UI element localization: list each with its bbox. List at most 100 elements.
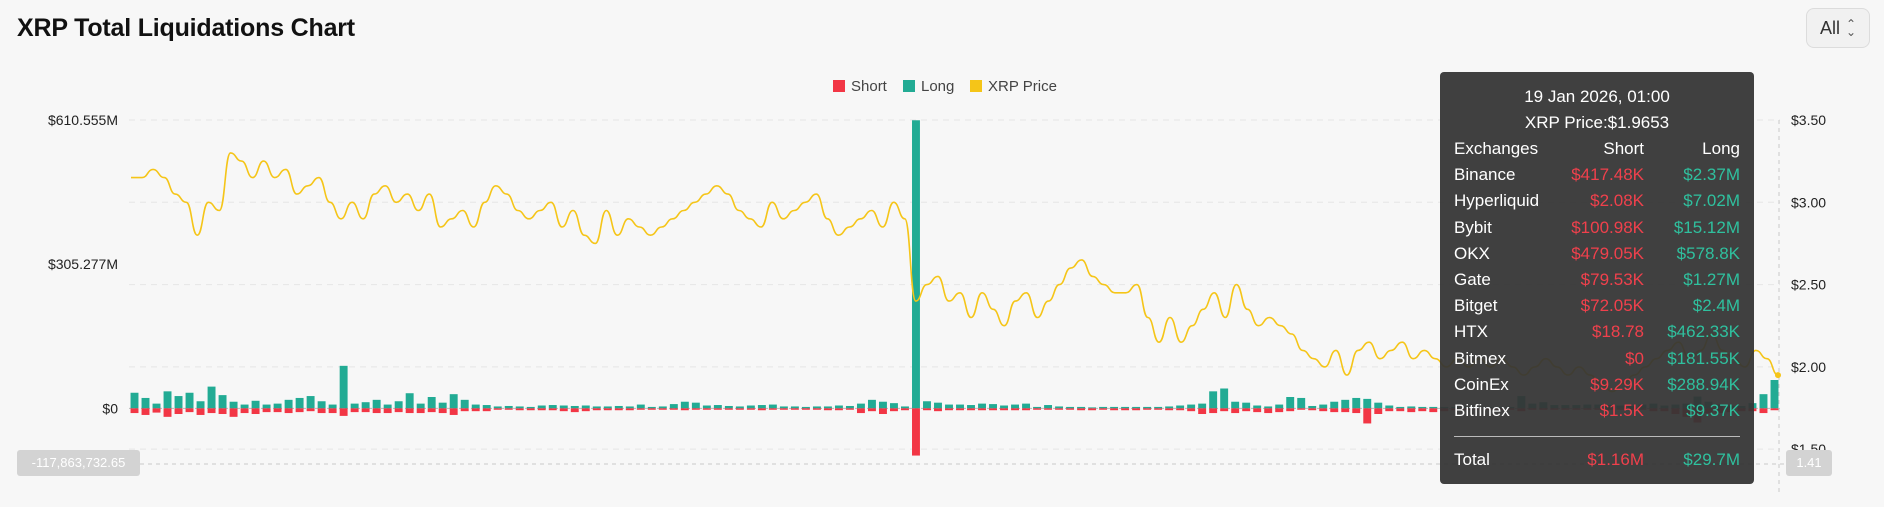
short-bar [1770,408,1779,411]
short-bar [240,408,249,414]
short-bar [427,408,436,413]
short-bar [482,408,491,412]
long-bar [945,404,953,409]
long-bar [735,406,744,409]
short-bar [1407,408,1416,413]
short-bar [768,408,777,410]
short-bar [779,408,788,410]
short-bar [923,408,931,411]
tooltip-row-bitmex: Bitmex $0 $181.55K [1440,346,1754,372]
short-bar [1341,408,1350,413]
tooltip-row-bybit: Bybit $100.98K $15.12M [1440,215,1754,241]
short-bar [680,408,689,411]
short-bar [1297,408,1306,410]
tooltip-exchange: Bitfinex [1454,400,1510,420]
long-bar [152,403,161,409]
long-bar [1209,391,1218,409]
long-bar [306,396,315,409]
tooltip-long: $7.02M [1683,191,1740,211]
short-bar [273,408,282,413]
long-bar [251,400,260,409]
long-bar [1330,401,1339,409]
short-bar [1363,408,1372,424]
tooltip-long: $288.94K [1667,374,1740,394]
short-bar [1022,408,1031,411]
short-bar [669,408,678,410]
short-bar [735,408,744,410]
long-bar [845,405,854,409]
long-bar [636,404,645,409]
short-bar [570,408,579,413]
long-bar [1110,406,1119,409]
short-bar [405,408,414,414]
short-bar [515,408,524,411]
short-bar [636,408,645,410]
long-bar [1253,405,1262,409]
long-bar [1077,406,1086,409]
long-bar [801,406,810,409]
short-bar [1154,408,1163,410]
bar-series [130,120,1779,456]
tooltip-exchange: Binance [1454,165,1516,185]
long-bar [912,120,920,409]
tooltip-row-okx: OKX $479.05K $578.8K [1440,241,1754,267]
short-bar [350,408,359,413]
tooltip-long: $181.55K [1667,348,1740,368]
short-bar [1319,408,1328,412]
tooltip-row-hyperliquid: Hyperliquid $2.08K $7.02M [1440,188,1754,214]
short-bar [1418,408,1427,412]
tooltip-exchange: OKX [1454,243,1490,263]
tooltip-short: $0 [1625,348,1644,368]
left-axis: $610.555M $305.277M $0 [48,112,118,416]
long-bar [1176,405,1185,409]
long-bar [196,401,205,409]
long-bar [978,403,986,409]
short-bar [229,408,238,417]
long-bar [548,405,557,409]
short-bar [174,408,183,415]
long-bar [1088,407,1097,409]
tooltip-total-row: Total $1.16M $29.7M [1440,447,1754,473]
short-bar [218,408,227,415]
short-bar [956,408,964,411]
long-bar [746,405,755,409]
tooltip-short: $1.5K [1599,400,1644,420]
tooltip-rows: Binance $417.48K $2.37M Hyperliquid $2.08K $7… [1440,162,1754,424]
long-bar [878,401,887,409]
long-bar [537,405,546,409]
long-bar [460,399,469,409]
short-bar [207,408,216,414]
long-bar [1275,404,1284,409]
long-bar [669,404,678,409]
long-bar [625,406,634,409]
long-bar [515,406,524,409]
tooltip-exchange: Hyperliquid [1454,191,1540,211]
tooltip-total-label: Total [1454,450,1490,470]
long-bar [724,405,733,409]
short-bar [284,408,293,414]
long-bar [1385,405,1394,409]
short-bar [790,408,799,410]
tooltip-divider [1454,436,1740,438]
long-bar [1121,406,1130,409]
long-bar [581,405,590,409]
time-range-select[interactable]: All ⌃ ⌄ [1806,8,1870,48]
short-bar [1132,408,1141,411]
tooltip-long: $9.37K [1686,400,1740,420]
short-bar [1066,408,1075,410]
page-title: XRP Total Liquidations Chart [17,14,355,42]
long-bar [592,406,601,409]
long-bar [1066,406,1075,409]
long-bar [603,406,612,409]
short-bar [1099,408,1108,410]
long-bar [504,405,513,409]
legend-label: Long [921,78,954,95]
long-bar [680,401,689,409]
long-bar [1165,406,1174,409]
long-bar [702,405,711,409]
long-bar [1759,394,1768,409]
long-bar [1033,406,1042,409]
short-bar [1374,408,1383,415]
long-bar [1341,399,1350,409]
long-bar [185,392,194,409]
